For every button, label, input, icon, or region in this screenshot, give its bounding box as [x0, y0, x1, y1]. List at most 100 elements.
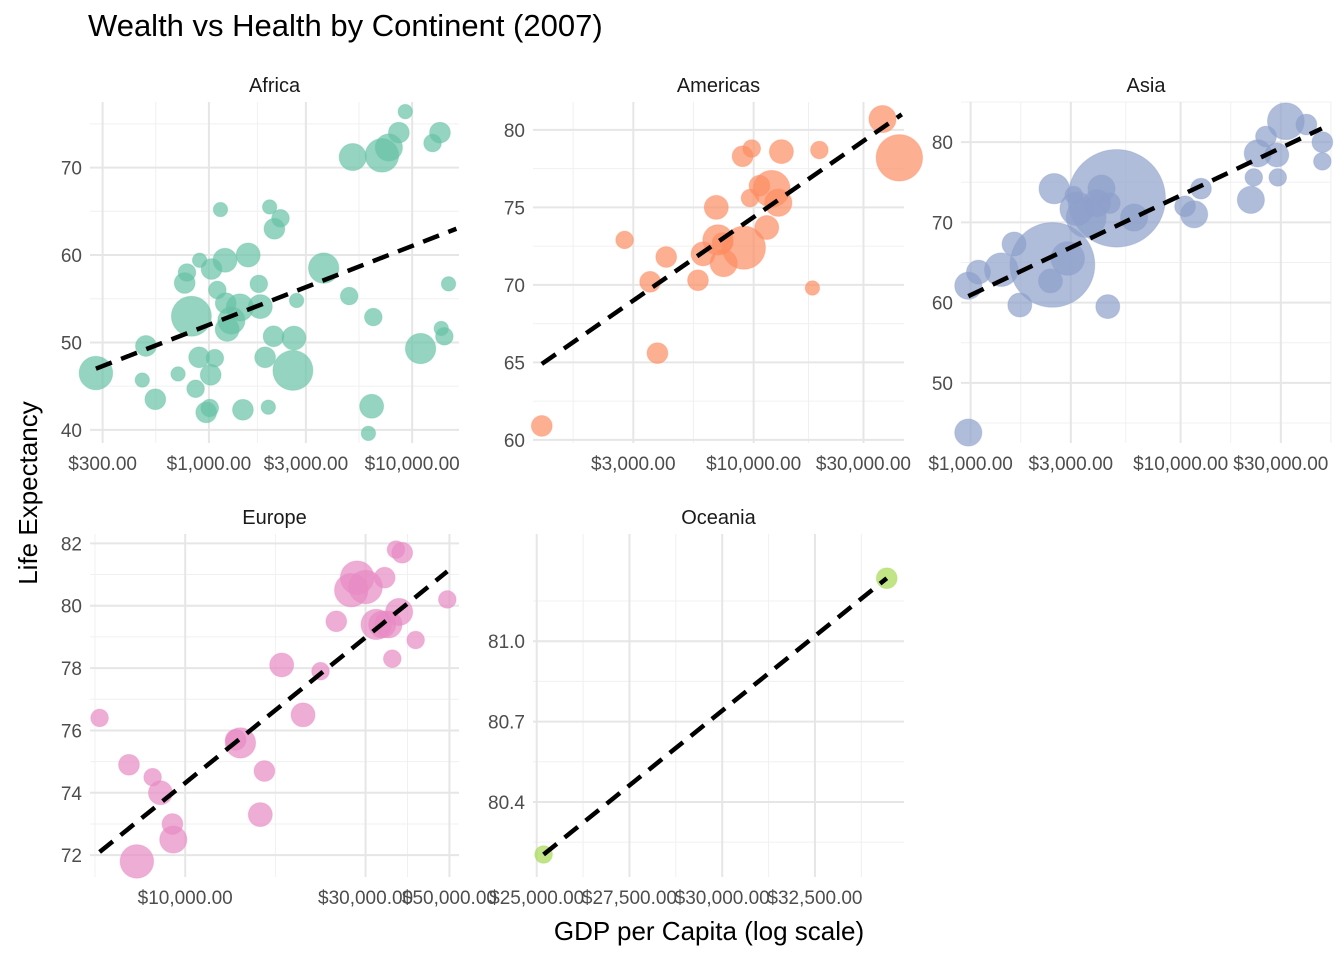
facet-label-africa: Africa: [249, 75, 301, 97]
data-point: [118, 753, 140, 776]
data-point: [247, 802, 273, 828]
panel-oceania: $25,000.00$27,500.00$30,000.00$32,500.00…: [488, 507, 904, 909]
y-tick-label: 75: [504, 198, 525, 219]
data-point: [868, 104, 897, 134]
data-point: [740, 188, 760, 208]
data-point: [1174, 195, 1196, 218]
data-point: [1311, 131, 1334, 154]
data-point: [262, 325, 285, 348]
data-point: [703, 194, 729, 220]
x-tick-label: $25,000.00: [489, 888, 584, 909]
data-point: [875, 134, 924, 182]
data-point: [804, 280, 821, 296]
data-point: [200, 398, 220, 418]
data-point: [260, 399, 277, 415]
y-tick-label: 81.0: [488, 632, 525, 653]
data-point: [288, 292, 305, 309]
x-tick-label: $30,000.00: [1233, 454, 1328, 475]
y-tick-label: 74: [61, 784, 83, 805]
x-tick-label: $30,000.00: [318, 888, 413, 909]
data-point: [272, 349, 314, 391]
x-tick-label: $27,500.00: [582, 888, 677, 909]
x-tick-label: $300.00: [68, 454, 137, 475]
data-point: [397, 103, 413, 120]
data-point: [281, 325, 307, 351]
data-point: [253, 760, 276, 782]
trend-line: [967, 126, 1323, 299]
data-point: [144, 388, 167, 411]
y-tick-label: 60: [504, 431, 525, 452]
y-tick-label: 78: [61, 659, 82, 680]
x-tick-label: $10,000.00: [138, 888, 233, 909]
y-tick-label: 60: [61, 246, 82, 267]
data-point: [530, 415, 553, 437]
y-tick-label: 70: [932, 213, 953, 234]
data-point: [170, 295, 212, 337]
y-tick-label: 76: [61, 721, 82, 742]
data-point: [90, 708, 109, 728]
data-point: [387, 121, 410, 144]
data-point: [170, 366, 186, 382]
data-point: [199, 363, 222, 386]
panel-europe: $10,000.00 $30,000.00$50,000.00 72 74 76 78 80…: [61, 507, 497, 909]
y-tick-label: 80: [61, 597, 82, 618]
x-tick-label: $10,000.00: [1133, 454, 1228, 475]
data-point: [191, 252, 208, 268]
data-point: [261, 199, 278, 215]
data-point: [1295, 113, 1318, 136]
data-point: [177, 263, 197, 282]
y-tick-label: 65: [504, 353, 525, 374]
data-point: [208, 280, 227, 300]
y-tick-label: 80: [504, 121, 525, 142]
y-tick-label: 50: [932, 374, 953, 395]
x-tick-label: $50,000.00: [402, 888, 497, 909]
data-point: [1119, 203, 1149, 232]
data-point: [364, 307, 383, 327]
x-tick-label: $3,000.00: [591, 454, 676, 475]
data-point: [338, 142, 367, 172]
data-point: [373, 566, 396, 589]
data-point: [1244, 168, 1264, 187]
x-tick-label: $3,000.00: [264, 454, 349, 475]
data-point: [433, 320, 449, 337]
data-point: [754, 215, 780, 241]
data-point: [212, 201, 229, 218]
data-point: [161, 813, 184, 835]
data-point: [742, 139, 762, 158]
data-point: [1064, 185, 1084, 205]
x-tick-label: $1,000.00: [928, 454, 1013, 475]
data-point: [339, 286, 359, 306]
y-axis-title: Life Expectancy: [13, 401, 43, 585]
panel-africa: $300.00 $1,000.00 $3,000.00 $10,000.00 40 50 6…: [61, 75, 460, 475]
y-tick-label: 70: [61, 159, 82, 180]
data-point: [1007, 292, 1033, 318]
data-point: [687, 269, 709, 292]
data-point: [200, 258, 223, 280]
y-tick-label: 72: [61, 846, 82, 867]
data-point: [143, 767, 162, 787]
data-point: [359, 393, 385, 419]
data-point: [1255, 125, 1277, 148]
data-point: [764, 188, 793, 217]
data-point: [965, 259, 991, 285]
chart-title: Wealth vs Health by Continent (2007): [88, 8, 603, 43]
y-tick-label: 60: [932, 294, 953, 315]
data-point: [655, 246, 678, 268]
x-tick-label: $30,000.00: [816, 454, 911, 475]
data-point: [1001, 231, 1027, 257]
data-point: [325, 610, 348, 633]
data-point: [711, 232, 734, 254]
y-tick-label: 82: [61, 534, 82, 555]
x-axis-title: GDP per Capita (log scale): [554, 916, 864, 946]
data-point: [615, 230, 634, 250]
x-tick-label: $30,000.00: [675, 888, 770, 909]
x-tick-label: $10,000.00: [706, 454, 801, 475]
data-point: [423, 133, 442, 153]
data-point: [78, 355, 114, 391]
data-point: [235, 242, 261, 268]
data-point: [646, 342, 669, 365]
y-tick-label: 50: [61, 333, 82, 354]
data-point: [1037, 268, 1063, 294]
x-tick-label: $1,000.00: [167, 454, 252, 475]
